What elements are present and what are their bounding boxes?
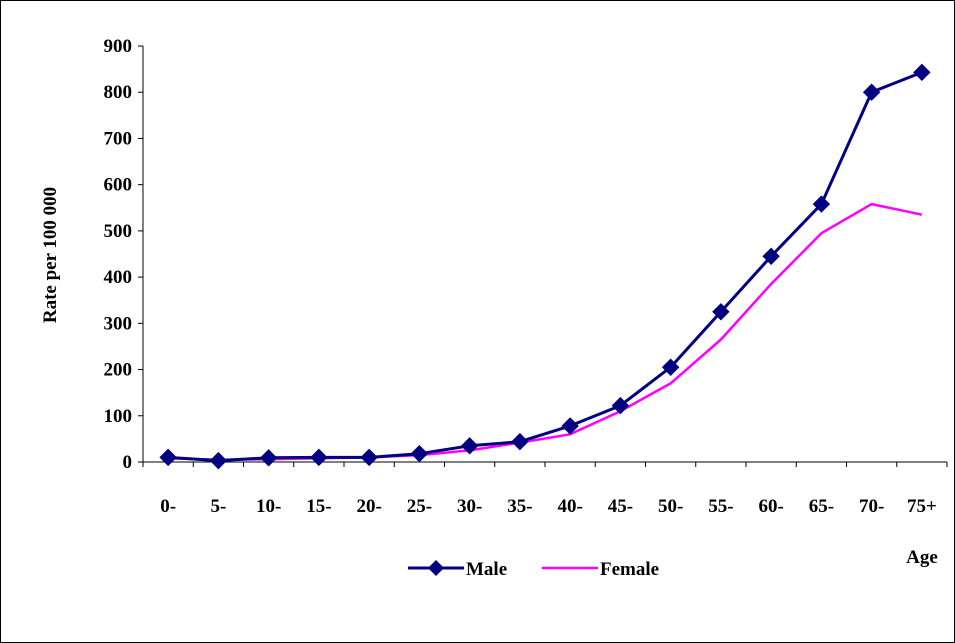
y-axis: 0 100 200 300 400 500 600 700 800 900: [104, 36, 144, 473]
x-tick-label: 15-: [306, 496, 331, 517]
x-axis: 0- 5- 10- 15- 20- 25- 30- 35- 40- 45- 50- 55- 60- 65-…: [142, 461, 948, 517]
male-data-point: [611, 396, 630, 415]
male-data-point: [360, 448, 378, 467]
x-tick-label: 50-: [658, 496, 683, 517]
x-tick-label: 75+: [907, 496, 937, 517]
y-tick-label: 600: [104, 175, 133, 196]
male-data-point: [511, 432, 529, 451]
male-data-point: [762, 247, 780, 266]
male-data-point: [712, 303, 730, 321]
x-tick-label: 5-: [210, 496, 226, 517]
male-series-line: [168, 70, 923, 463]
y-axis-title: Rate per 100 000: [40, 187, 61, 323]
x-tick-label: 60-: [758, 496, 783, 517]
male-legend-label: Male: [466, 559, 507, 580]
y-tick-label: 100: [104, 406, 133, 427]
y-tick-label: 700: [104, 128, 133, 149]
x-tick-label: 70-: [859, 496, 884, 517]
y-tick-label: 900: [104, 36, 133, 57]
x-tick-label: 45-: [608, 496, 633, 517]
series-layer: [159, 63, 931, 470]
y-tick-label: 800: [104, 82, 133, 103]
y-tick-label: 300: [104, 313, 133, 334]
male-data-point: [561, 417, 579, 435]
female-legend-label: Female: [600, 559, 659, 580]
x-tick-label: 20-: [356, 496, 381, 517]
male-data-point: [862, 83, 881, 101]
legend: Male Female: [408, 559, 659, 580]
male-data-point: [159, 448, 177, 467]
x-tick-label: 25-: [407, 496, 432, 517]
female-series-line: [168, 202, 923, 461]
male-data-point: [913, 63, 931, 82]
male-data-point: [310, 448, 328, 467]
male-data-point: [812, 195, 831, 213]
y-tick-label: 200: [104, 360, 133, 381]
male-data-point: [259, 449, 278, 467]
male-data-point: [460, 437, 479, 455]
x-tick-label: 35-: [507, 496, 532, 517]
x-tick-label: 10-: [256, 496, 281, 517]
male-legend-marker: [428, 560, 444, 576]
y-tick-label: 0: [123, 452, 133, 473]
x-tick-label: 40-: [557, 496, 582, 517]
y-tick-label: 500: [104, 221, 133, 242]
x-axis-title: Age: [906, 547, 938, 568]
x-tick-label: 0-: [160, 496, 176, 517]
x-tick-label: 55-: [708, 496, 733, 517]
y-tick-label: 400: [104, 267, 133, 288]
male-data-point: [209, 451, 228, 470]
male-data-point: [410, 444, 429, 463]
x-tick-label: 30-: [457, 496, 482, 517]
male-data-point: [661, 358, 680, 376]
x-tick-label: 65-: [809, 496, 834, 517]
